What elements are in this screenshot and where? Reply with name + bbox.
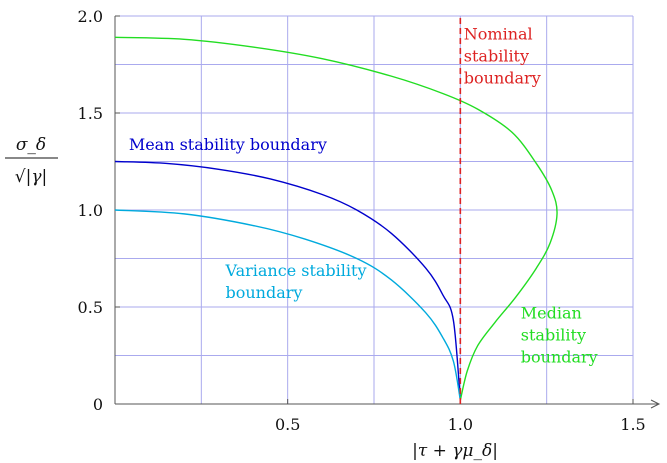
y-tick-label-1: 0.5 [78,298,103,317]
y-axis-label-numerator: σ_δ [16,135,46,155]
annotation-3-line-0: Median [521,304,582,323]
series-line-mean-stability-boundary [114,160,462,401]
annotation-2: Variance stability boundary [225,261,367,302]
annotation-3-line-2: boundary [521,348,598,367]
annotation-0-line-0: Nominal [464,24,533,43]
series-line-variance-stability-boundary [114,209,462,401]
x-axis-label: |τ + γμ_δ| [412,441,498,461]
x-tick-label-2: 1.5 [620,415,645,434]
annotation-2-line-1: boundary [226,283,303,302]
y-tick-label-0: 0 [93,395,103,414]
annotation-0: Nominal stability boundary [464,24,541,87]
annotation-2-line-0: Variance stability [225,261,367,280]
y-tick-label-2: 1.0 [78,201,103,220]
annotation-1-line-0: Mean stability boundary [129,135,327,154]
x-axis-arrow-icon [650,399,661,409]
axis-labels: |τ + γμ_δ| σ_δ √|γ| [5,135,498,461]
annotations: Nominal stability boundary Mean stability b… [129,24,598,366]
series-line-median-stability-boundary [114,36,558,401]
series-lines [114,16,558,404]
y-tick-label-3: 1.5 [78,104,103,123]
y-tick-label-4: 2.0 [78,7,103,26]
x-tick-label-0: 0.5 [275,415,300,434]
annotation-0-line-1: stability [464,46,529,65]
annotation-3: Median stability boundary [521,304,598,367]
tick-labels: 0.5 1.0 1.5 0 0.5 1.0 1.5 2.0 [78,7,646,434]
y-axis-label-denominator: √|γ| [15,167,47,187]
annotation-3-line-1: stability [521,326,586,345]
annotation-0-line-2: boundary [464,68,541,87]
annotation-1: Mean stability boundary [129,135,327,154]
grid [115,15,634,404]
x-tick-label-1: 1.0 [448,415,473,434]
